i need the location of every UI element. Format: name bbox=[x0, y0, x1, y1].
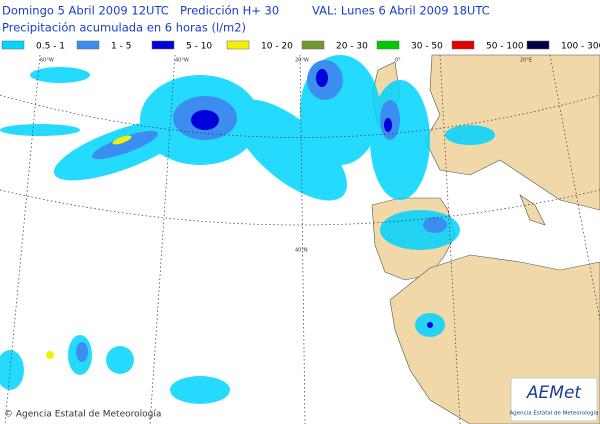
logo-box bbox=[510, 377, 598, 422]
logo-subtitle: Agencia Estatal de Meteorología bbox=[510, 410, 599, 417]
graticule-label: 60°W bbox=[40, 58, 54, 64]
graticule-label: 40°N bbox=[295, 248, 308, 254]
run-time: Domingo 5 Abril 2009 12UTC bbox=[2, 4, 169, 18]
graticule-label: 40°W bbox=[175, 58, 189, 64]
footer: © Agencia Estatal de Meteorología bbox=[4, 410, 161, 420]
graticule bbox=[0, 54, 600, 424]
legend-label: 10 - 20 bbox=[261, 42, 293, 52]
logo-name: AEMet bbox=[526, 383, 582, 403]
precipitation bbox=[0, 55, 495, 404]
legend-label: 1 - 5 bbox=[111, 42, 131, 52]
legend-label: 5 - 10 bbox=[186, 42, 212, 52]
logo: AEMet Agencia Estatal de Meteorología bbox=[510, 377, 599, 422]
legend: 0.5 - 1 1 - 5 5 - 10 10 - 20 20 - 30 30 - 50 5… bbox=[1, 40, 600, 52]
legend-label: 100 - 300 bbox=[561, 42, 600, 52]
graticule-label: 20°E bbox=[520, 58, 532, 64]
legend-swatch bbox=[376, 40, 400, 50]
graticule-label: 0° bbox=[395, 58, 401, 64]
legend-swatch bbox=[151, 40, 175, 50]
legend-label: 20 - 30 bbox=[336, 42, 368, 52]
legend-label: 30 - 50 bbox=[411, 42, 443, 52]
legend-swatch bbox=[526, 40, 550, 50]
map-title: Precipitación acumulada en 6 horas (l/m2… bbox=[2, 21, 246, 35]
legend-label: 0.5 - 1 bbox=[36, 42, 65, 52]
legend-swatch bbox=[226, 40, 250, 50]
legend-label: 50 - 100 bbox=[486, 42, 524, 52]
forecast-step: Predicción H+ 30 bbox=[180, 4, 279, 18]
legend-swatch bbox=[1, 40, 25, 50]
valid-time: VAL: Lunes 6 Abril 2009 18UTC bbox=[312, 4, 490, 18]
legend-swatch bbox=[301, 40, 325, 50]
legend-swatch bbox=[451, 40, 475, 50]
legend-swatch bbox=[76, 40, 100, 50]
graticule-label: 20°W bbox=[295, 58, 309, 64]
map: 60°W 40°W 20°W 0° 20°E 40°N bbox=[0, 54, 600, 424]
